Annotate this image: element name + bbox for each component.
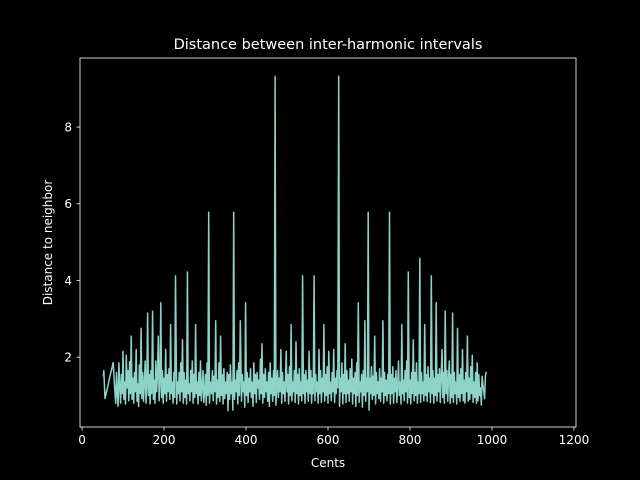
y-tick-label: 6 [64, 197, 72, 211]
y-tick-label: 8 [64, 120, 72, 134]
y-tick-label: 4 [64, 274, 72, 288]
x-tick-label: 600 [317, 433, 340, 447]
y-axis-label: Distance to neighbor [41, 180, 55, 306]
x-tick-label: 1200 [559, 433, 590, 447]
y-tick-label: 2 [64, 350, 72, 364]
chart-title: Distance between inter-harmonic interval… [174, 37, 483, 53]
x-tick-label: 1000 [477, 433, 508, 447]
x-tick-label: 800 [399, 433, 422, 447]
x-tick-label: 400 [235, 433, 258, 447]
x-tick-label: 0 [78, 433, 86, 447]
x-axis-label: Cents [311, 456, 345, 470]
x-tick-label: 200 [153, 433, 176, 447]
